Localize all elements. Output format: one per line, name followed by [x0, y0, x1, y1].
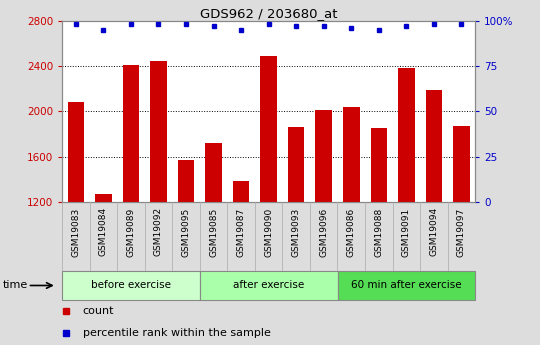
- Text: GSM19083: GSM19083: [71, 207, 80, 257]
- Text: count: count: [83, 306, 114, 315]
- Text: time: time: [3, 280, 28, 290]
- Text: GSM19088: GSM19088: [374, 207, 383, 257]
- Text: 60 min after exercise: 60 min after exercise: [351, 280, 462, 290]
- Text: GSM19090: GSM19090: [264, 207, 273, 257]
- Title: GDS962 / 203680_at: GDS962 / 203680_at: [200, 7, 338, 20]
- Bar: [62, 271, 200, 300]
- Text: GSM19092: GSM19092: [154, 207, 163, 256]
- Bar: [398, 68, 415, 202]
- Text: GSM19087: GSM19087: [237, 207, 246, 257]
- Text: after exercise: after exercise: [233, 280, 304, 290]
- Bar: [233, 181, 249, 202]
- Bar: [95, 194, 112, 202]
- Text: GSM19093: GSM19093: [292, 207, 301, 257]
- Text: GSM19095: GSM19095: [181, 207, 191, 257]
- Text: percentile rank within the sample: percentile rank within the sample: [83, 328, 271, 338]
- Bar: [68, 102, 84, 202]
- Text: GSM19089: GSM19089: [126, 207, 136, 257]
- Bar: [260, 56, 277, 202]
- Text: GSM19094: GSM19094: [429, 207, 438, 256]
- Text: GSM19096: GSM19096: [319, 207, 328, 257]
- Bar: [205, 143, 222, 202]
- Text: GSM19097: GSM19097: [457, 207, 466, 257]
- Text: before exercise: before exercise: [91, 280, 171, 290]
- Text: GSM19086: GSM19086: [347, 207, 356, 257]
- Text: GSM19085: GSM19085: [209, 207, 218, 257]
- Text: GSM19084: GSM19084: [99, 207, 108, 256]
- Bar: [200, 271, 338, 300]
- Bar: [123, 65, 139, 202]
- Bar: [178, 160, 194, 202]
- Bar: [453, 126, 470, 202]
- Bar: [150, 61, 167, 202]
- Bar: [370, 128, 387, 202]
- Bar: [426, 90, 442, 202]
- Text: GSM19091: GSM19091: [402, 207, 411, 257]
- Bar: [338, 271, 475, 300]
- Bar: [343, 107, 360, 202]
- Bar: [288, 127, 305, 202]
- Bar: [315, 110, 332, 202]
